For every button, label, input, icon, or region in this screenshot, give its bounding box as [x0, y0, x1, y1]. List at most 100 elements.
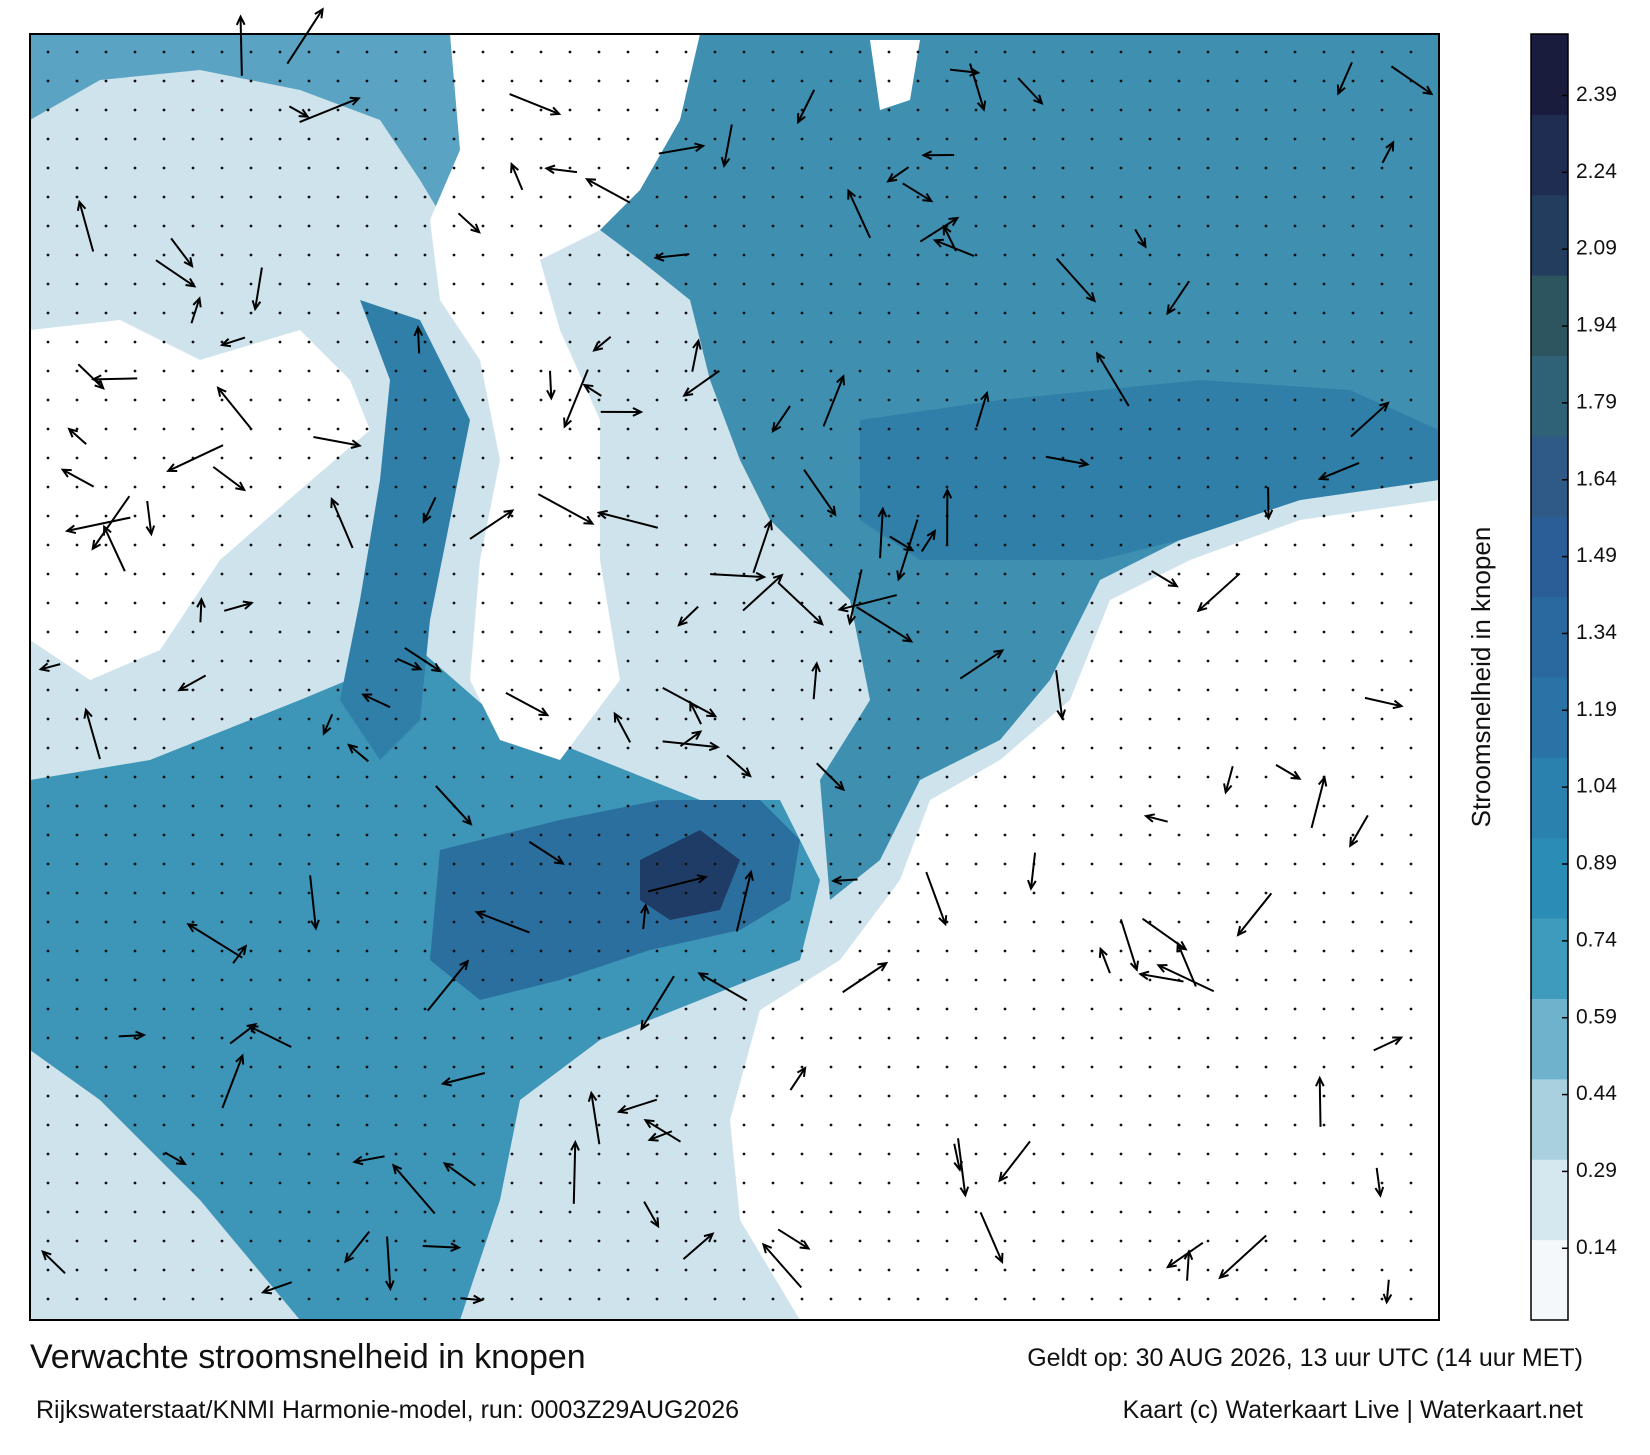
grid-dot: [1178, 312, 1181, 315]
grid-dot: [685, 1240, 688, 1243]
grid-dot: [366, 689, 369, 692]
grid-dot: [250, 892, 253, 895]
grid-dot: [395, 138, 398, 141]
grid-dot: [76, 283, 79, 286]
grid-dot: [801, 950, 804, 953]
grid-dot: [192, 1095, 195, 1098]
grid-dot: [453, 1182, 456, 1185]
grid-dot: [772, 1211, 775, 1214]
grid-dot: [337, 1182, 340, 1185]
grid-dot: [1120, 776, 1123, 779]
grid-dot: [453, 834, 456, 837]
grid-dot: [1410, 1182, 1413, 1185]
grid-dot: [1004, 109, 1007, 112]
grid-dot: [453, 167, 456, 170]
grid-dot: [743, 283, 746, 286]
grid-dot: [975, 428, 978, 431]
grid-dot: [917, 602, 920, 605]
grid-dot: [511, 718, 514, 721]
grid-dot: [1381, 1298, 1384, 1301]
grid-dot: [801, 1153, 804, 1156]
grid-dot: [395, 428, 398, 431]
grid-dot: [366, 1298, 369, 1301]
grid-dot: [772, 602, 775, 605]
grid-dot: [1265, 1240, 1268, 1243]
grid-dot: [656, 399, 659, 402]
grid-dot: [1207, 312, 1210, 315]
grid-dot: [801, 863, 804, 866]
grid-dot: [627, 950, 630, 953]
colorbar-segment: [1531, 275, 1568, 356]
grid-dot: [1091, 631, 1094, 634]
grid-dot: [569, 544, 572, 547]
grid-dot: [1207, 399, 1210, 402]
grid-dot: [1178, 1240, 1181, 1243]
grid-dot: [308, 1008, 311, 1011]
grid-dot: [511, 892, 514, 895]
grid-dot: [685, 486, 688, 489]
grid-dot: [801, 1269, 804, 1272]
grid-dot: [192, 1269, 195, 1272]
grid-dot: [337, 1066, 340, 1069]
grid-dot: [1294, 1124, 1297, 1127]
grid-dot: [685, 515, 688, 518]
grid-dot: [1062, 602, 1065, 605]
grid-dot: [1352, 51, 1355, 54]
grid-dot: [917, 370, 920, 373]
grid-dot: [250, 776, 253, 779]
grid-dot: [540, 196, 543, 199]
grid-dot: [714, 399, 717, 402]
grid-dot: [627, 1269, 630, 1272]
grid-dot: [975, 544, 978, 547]
grid-dot: [482, 718, 485, 721]
grid-dot: [1265, 747, 1268, 750]
grid-dot: [714, 312, 717, 315]
grid-dot: [1149, 631, 1152, 634]
grid-dot: [627, 834, 630, 837]
grid-dot: [482, 892, 485, 895]
grid-dot: [743, 254, 746, 257]
grid-dot: [714, 1066, 717, 1069]
grid-dot: [424, 631, 427, 634]
grid-dot: [76, 631, 79, 634]
grid-dot: [685, 1095, 688, 1098]
grid-dot: [1120, 486, 1123, 489]
grid-dot: [1352, 689, 1355, 692]
grid-dot: [1033, 1211, 1036, 1214]
grid-dot: [1207, 1269, 1210, 1272]
grid-dot: [1091, 805, 1094, 808]
grid-dot: [105, 1240, 108, 1243]
grid-dot: [569, 1240, 572, 1243]
grid-dot: [250, 80, 253, 83]
grid-dot: [308, 370, 311, 373]
grid-dot: [1381, 544, 1384, 547]
grid-dot: [250, 1153, 253, 1156]
colorbar-tick-label: 1.64: [1576, 467, 1617, 490]
grid-dot: [279, 457, 282, 460]
grid-dot: [888, 138, 891, 141]
grid-dot: [192, 341, 195, 344]
colorbar-tick-label: 0.59: [1576, 1005, 1617, 1028]
grid-dot: [859, 457, 862, 460]
grid-dot: [598, 1153, 601, 1156]
grid-dot: [1120, 834, 1123, 837]
grid-dot: [1352, 167, 1355, 170]
grid-dot: [1149, 138, 1152, 141]
colorbar-tick-label: 2.09: [1576, 237, 1617, 260]
grid-dot: [1323, 1066, 1326, 1069]
grid-dot: [1207, 892, 1210, 895]
grid-dot: [134, 515, 137, 518]
grid-dot: [482, 776, 485, 779]
grid-dot: [685, 660, 688, 663]
grid-dot: [975, 1298, 978, 1301]
grid-dot: [1323, 950, 1326, 953]
grid-dot: [395, 167, 398, 170]
grid-dot: [714, 544, 717, 547]
grid-dot: [366, 1066, 369, 1069]
grid-dot: [772, 51, 775, 54]
grid-dot: [1062, 1095, 1065, 1098]
grid-dot: [134, 573, 137, 576]
grid-dot: [1062, 1037, 1065, 1040]
grid-dot: [192, 747, 195, 750]
grid-dot: [975, 1124, 978, 1127]
